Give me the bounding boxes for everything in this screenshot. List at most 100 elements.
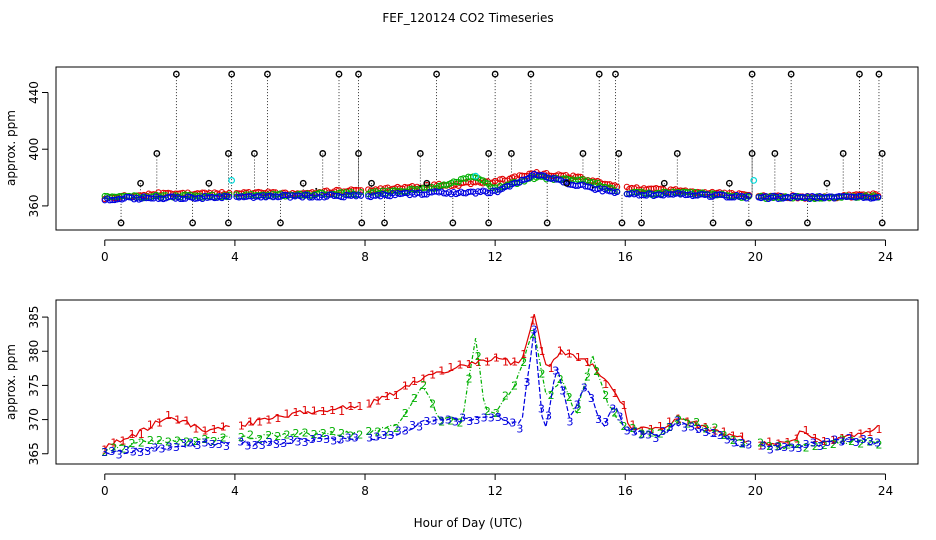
series-1-marker: 1 (730, 430, 737, 443)
series-2-marker: 2 (274, 430, 281, 443)
series-2-marker: 2 (120, 442, 127, 455)
series-1-marker: 1 (156, 417, 163, 430)
spike-point (355, 70, 362, 78)
series-2-marker: 2 (702, 422, 709, 435)
series-3-marker: 3 (216, 438, 223, 451)
series-3-marker: 3 (352, 432, 359, 445)
series-2-line (369, 330, 750, 447)
spike-point (224, 150, 232, 157)
spike-point (433, 70, 440, 78)
series-3-marker: 3 (273, 438, 280, 451)
spike-point (423, 179, 431, 187)
series-3-marker: 3 (659, 425, 666, 438)
spike-point (748, 70, 756, 78)
series-1-marker: 1 (129, 428, 136, 441)
series-2-marker: 2 (511, 379, 518, 392)
series-3-marker: 3 (495, 411, 502, 424)
series-3-marker: 3 (595, 413, 602, 426)
series-3-marker: 3 (173, 441, 180, 454)
series-2-marker: 2 (484, 405, 491, 418)
series-2-marker: 2 (438, 416, 445, 429)
series-2-marker: 2 (447, 415, 454, 428)
series-1-marker: 1 (693, 418, 700, 431)
series-3-point (226, 193, 233, 200)
cyan-point (472, 172, 480, 180)
series-1-marker: 1 (721, 425, 728, 438)
series-1-marker: 1 (793, 432, 800, 445)
series-2-marker: 2 (875, 438, 882, 451)
series-2-marker: 2 (174, 434, 181, 447)
series-1-marker: 1 (502, 356, 509, 369)
series-3-point (313, 194, 321, 201)
series-3-point (484, 189, 491, 197)
series-3-marker: 3 (795, 442, 802, 455)
series-1-marker: 1 (520, 348, 527, 361)
series-3-point (301, 191, 308, 198)
series-1-marker: 1 (575, 351, 582, 364)
series-3-marker: 3 (223, 440, 230, 453)
spike-point (878, 219, 886, 227)
series-1-marker: 1 (684, 415, 691, 428)
series-1-marker: 1 (265, 414, 272, 427)
top-y-axis-title: approx. ppm (4, 110, 18, 186)
series-1-marker: 1 (101, 444, 108, 457)
top-x-tick-label: 12 (487, 250, 502, 264)
series-3-marker: 3 (416, 420, 423, 433)
series-2-marker: 2 (375, 425, 382, 438)
spike-point (117, 219, 125, 227)
series-1-marker: 1 (420, 372, 427, 385)
series-3-marker: 3 (323, 433, 330, 446)
series-3-marker: 3 (702, 426, 709, 439)
series-1-marker: 1 (338, 405, 345, 418)
series-1-marker: 1 (803, 424, 810, 437)
series-3-marker: 3 (330, 434, 337, 447)
series-2-marker: 2 (693, 416, 700, 429)
series-2-marker: 2 (538, 368, 545, 381)
top-x-tick-label: 20 (748, 250, 763, 264)
series-3-marker: 3 (745, 438, 752, 451)
series-2-marker: 2 (620, 420, 627, 433)
series-1-marker: 1 (174, 413, 181, 426)
series-1-marker: 1 (566, 347, 573, 360)
series-2-marker: 2 (393, 422, 400, 435)
series-3-marker: 3 (624, 425, 631, 438)
series-2-marker: 2 (283, 429, 290, 442)
series-1-marker: 1 (602, 378, 609, 391)
series-3-point (282, 191, 289, 199)
series-1-marker: 1 (630, 419, 637, 432)
series-3-point (613, 188, 621, 196)
series-3-marker: 3 (652, 432, 659, 445)
series-1-marker: 1 (648, 423, 655, 436)
spike-point (449, 219, 457, 227)
bottom-y-tick-label: 380 (27, 340, 41, 363)
series-1-marker: 1 (384, 390, 391, 403)
spike-point (709, 219, 717, 227)
series-3-marker: 3 (287, 434, 294, 447)
series-3-marker: 3 (302, 436, 309, 449)
series-1-marker: 1 (475, 356, 482, 369)
series-3-point (384, 192, 391, 199)
series-3-marker: 3 (194, 439, 201, 452)
spike-point (299, 179, 307, 187)
series-2-marker: 2 (475, 350, 482, 363)
series-1-marker: 1 (584, 356, 591, 369)
series-2-marker: 2 (803, 442, 810, 455)
spike-point (878, 150, 886, 157)
series-3-marker: 3 (767, 444, 774, 457)
series-3-marker: 3 (388, 429, 395, 442)
series-3-line (370, 329, 750, 449)
series-2-marker: 2 (192, 435, 199, 448)
series-3-marker: 3 (860, 433, 867, 446)
series-2-marker: 2 (220, 431, 227, 444)
series-3-marker: 3 (645, 429, 652, 442)
series-1-marker: 1 (484, 356, 491, 369)
top-marks (101, 70, 886, 227)
series-2-marker: 2 (147, 434, 154, 447)
series-2-marker: 2 (812, 440, 819, 453)
series-1-marker: 1 (866, 426, 873, 439)
series-2-marker: 2 (101, 446, 108, 459)
spike-point (579, 150, 587, 157)
series-1-marker: 1 (611, 387, 618, 400)
series-3-marker: 3 (395, 424, 402, 437)
spike-point (563, 179, 571, 187)
